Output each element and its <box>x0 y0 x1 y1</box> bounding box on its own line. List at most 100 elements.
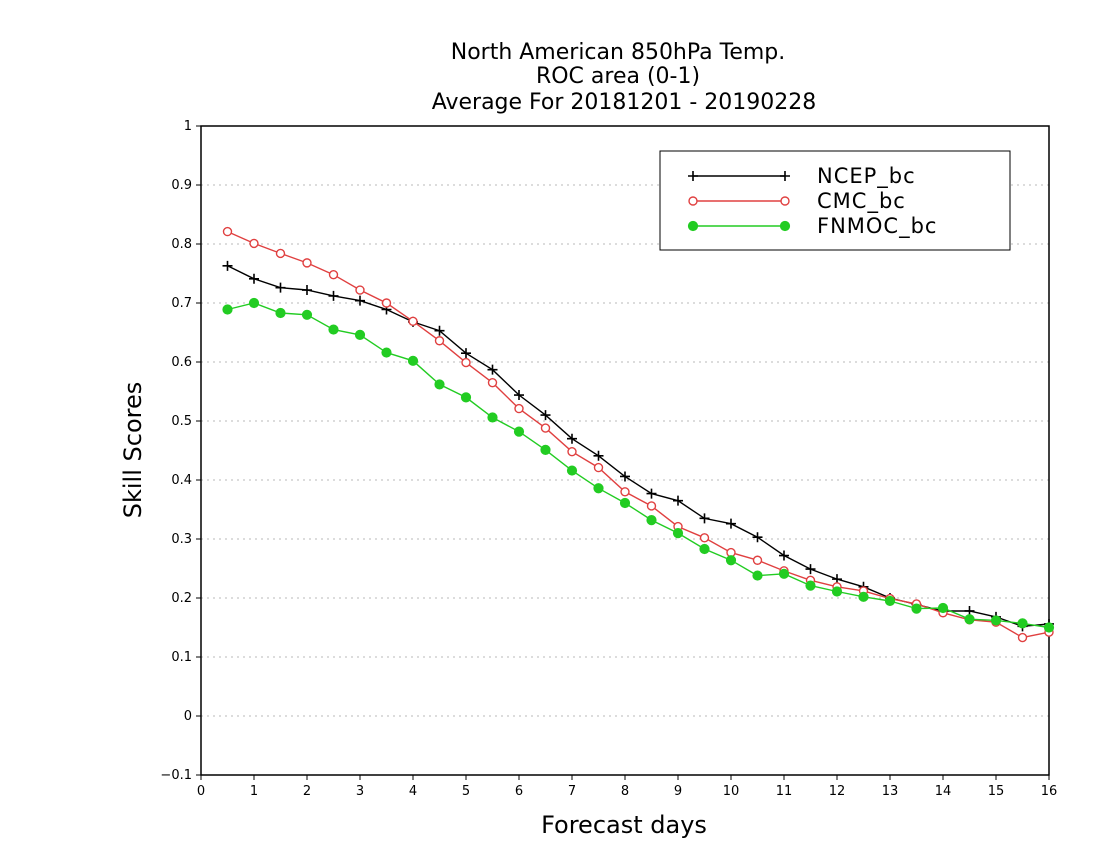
data-point <box>805 580 816 591</box>
data-point <box>408 316 418 326</box>
data-point <box>328 269 339 280</box>
data-point <box>646 488 657 499</box>
y-tick-label: 1 <box>184 119 192 134</box>
x-tick-label: 13 <box>882 784 899 799</box>
x-tick-label: 4 <box>409 784 417 799</box>
chart-title-line-1: North American 850hPa Temp. <box>451 40 786 65</box>
x-tick-label: 11 <box>776 784 793 799</box>
data-point <box>355 285 365 295</box>
data-point <box>434 379 445 390</box>
y-axis-title: Skill Scores <box>119 382 147 519</box>
x-tick-label: 15 <box>988 784 1005 799</box>
data-point <box>540 444 551 456</box>
data-point <box>779 550 789 561</box>
data-point <box>780 171 790 181</box>
data-point <box>222 260 233 271</box>
data-point <box>752 532 763 543</box>
data-point <box>779 220 791 232</box>
x-tick-label: 0 <box>197 784 205 799</box>
y-tick-label: 0.3 <box>171 532 192 547</box>
data-point <box>249 273 259 284</box>
y-tick-label: 0.5 <box>171 414 192 429</box>
legend-item-ncep-bc: NCEP_bc <box>688 164 916 189</box>
series-ncep-bc <box>222 260 1054 632</box>
legend-label: FNMOC_bc <box>817 214 937 239</box>
data-point <box>699 513 710 524</box>
data-point <box>752 555 763 565</box>
y-tick-label: 0 <box>184 709 192 724</box>
x-tick-label: 6 <box>515 784 523 799</box>
data-point <box>354 329 366 340</box>
data-point <box>673 495 683 506</box>
data-point <box>688 171 698 181</box>
chart-title-line-2: ROC area (0-1) <box>536 64 700 89</box>
x-tick-label: 16 <box>1041 784 1058 799</box>
y-tick-label: 0.4 <box>171 473 192 488</box>
y-tick-label: −0.1 <box>160 768 192 783</box>
y-tick-label: 0.1 <box>171 650 192 665</box>
data-point <box>248 297 260 309</box>
data-point <box>593 462 604 473</box>
data-point <box>620 487 630 497</box>
data-point <box>328 290 339 301</box>
grid <box>201 184 1049 717</box>
x-tick-label: 2 <box>303 784 311 799</box>
series-fnmoc-bc <box>222 297 1055 633</box>
data-point <box>646 501 657 511</box>
data-point <box>514 390 524 401</box>
data-point <box>884 595 896 607</box>
data-point <box>487 377 498 388</box>
data-point <box>487 364 498 375</box>
data-point <box>302 258 312 268</box>
data-point <box>858 591 869 602</box>
x-tick-label: 12 <box>829 784 846 799</box>
data-point <box>687 220 699 232</box>
data-point <box>461 357 471 368</box>
data-point <box>1017 632 1028 643</box>
data-point <box>407 355 419 366</box>
data-point <box>381 298 392 308</box>
data-point <box>487 412 498 423</box>
data-point <box>593 450 604 461</box>
data-point <box>672 528 684 539</box>
data-point <box>1043 622 1055 633</box>
x-tick-label: 10 <box>723 784 740 799</box>
series-line <box>227 230 1050 639</box>
legend-label: NCEP_bc <box>817 164 916 189</box>
data-point <box>540 423 551 433</box>
x-tick-label: 5 <box>462 784 470 799</box>
y-axis: −0.1 0 0.1 0.2 0.3 0.4 0.5 0.6 0.7 0.8 0.9 1 <box>160 119 201 783</box>
legend-item-fnmoc-bc: FNMOC_bc <box>687 214 937 239</box>
data-point <box>937 602 949 614</box>
data-point <box>302 285 312 296</box>
y-tick-label: 0.9 <box>171 178 192 193</box>
y-tick-label: 0.8 <box>171 237 192 252</box>
data-point <box>990 615 1002 626</box>
data-point <box>434 325 445 336</box>
series-group <box>222 226 1055 643</box>
data-point <box>567 446 577 457</box>
data-point <box>275 307 286 319</box>
x-axis: 0 1 2 3 4 5 6 7 8 9 10 11 12 13 14 15 16 <box>197 775 1057 799</box>
data-point <box>964 614 975 625</box>
data-point <box>778 568 790 579</box>
data-point <box>593 483 604 494</box>
data-point <box>513 426 525 437</box>
data-point <box>222 304 233 315</box>
data-point <box>540 410 551 421</box>
data-point <box>699 543 710 555</box>
chart-title-line-3: Average For 20181201 - 20190228 <box>432 90 817 115</box>
x-tick-label: 9 <box>674 784 682 799</box>
series-line <box>227 302 1050 629</box>
data-point <box>355 295 365 306</box>
data-point <box>699 533 710 543</box>
y-tick-label: 0.7 <box>171 296 192 311</box>
data-point <box>381 347 392 358</box>
data-point <box>780 196 790 206</box>
data-point <box>620 471 630 482</box>
chart-title: North American 850hPa Temp. ROC area (0-… <box>432 40 817 115</box>
data-point <box>460 392 472 403</box>
series-line <box>227 265 1050 628</box>
x-tick-label: 8 <box>621 784 629 799</box>
